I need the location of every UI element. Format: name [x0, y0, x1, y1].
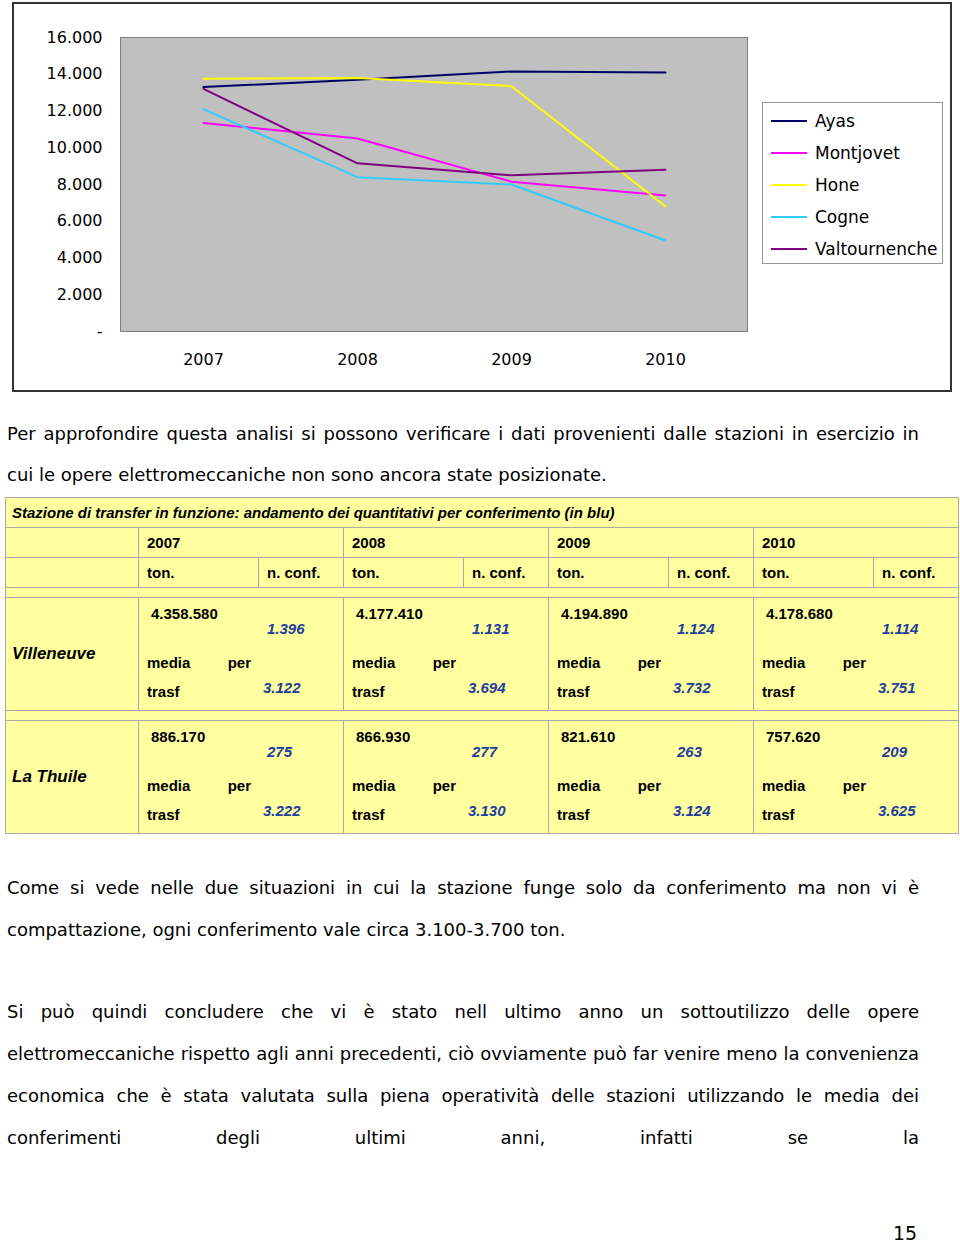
html-text:1.396: 1.396: [267, 620, 305, 637]
html-text:886.170: 886.170: [151, 728, 206, 745]
html-text:media per trasf: media per trasf: [147, 654, 251, 700]
svg-text:2010: 2010: [645, 350, 686, 369]
html-text:2008: 2008: [352, 534, 386, 551]
svg-text:12.000: 12.000: [47, 101, 103, 120]
svg-text:2007: 2007: [183, 350, 224, 369]
html-text:2007: 2007: [147, 534, 181, 551]
svg-text:2009: 2009: [491, 350, 532, 369]
html-text:n. conf.: n. conf.: [882, 564, 936, 581]
html-text:209: 209: [882, 743, 907, 760]
html-text:n. conf.: n. conf.: [472, 564, 526, 581]
html-text:4.194.890: 4.194.890: [561, 605, 628, 622]
html-text:Cogne: Cogne: [815, 207, 870, 227]
svg-text:10.000: 10.000: [47, 138, 103, 157]
html-text:Villeneuve: Villeneuve: [12, 644, 96, 663]
html-text:3.122: 3.122: [263, 679, 301, 696]
html-text:277: 277: [472, 743, 497, 760]
svg-text:14.000: 14.000: [47, 64, 103, 83]
html-text:866.930: 866.930: [356, 728, 411, 745]
html-text:Valtournenche: Valtournenche: [815, 239, 938, 259]
svg-text:-: -: [97, 322, 103, 341]
html-text:15: 15: [893, 1222, 918, 1244]
html-text:n. conf.: n. conf.: [267, 564, 321, 581]
html-text:Come si vede nelle due situazi: Come si vede nelle due situazioni in cui…: [7, 877, 919, 940]
html-text:Stazione di transfer in funzio: Stazione di transfer in funzione: andame…: [12, 504, 615, 521]
html-text:757.620: 757.620: [766, 728, 821, 745]
svg-text:2.000: 2.000: [57, 285, 103, 304]
html-text:1.114: 1.114: [882, 620, 919, 637]
html-text:Hone: Hone: [815, 175, 860, 195]
html-text:media per trasf: media per trasf: [557, 777, 661, 823]
svg-text:6.000: 6.000: [57, 211, 103, 230]
svg-text:8.000: 8.000: [57, 175, 103, 194]
html-text:3.130: 3.130: [468, 802, 506, 819]
html-text:2009: 2009: [557, 534, 591, 551]
svg-text:4.000: 4.000: [57, 248, 103, 267]
html-text:1.124: 1.124: [677, 620, 715, 637]
html-text:263: 263: [677, 743, 702, 760]
html-text:media per trasf: media per trasf: [352, 777, 456, 823]
html-text:n. conf.: n. conf.: [677, 564, 731, 581]
html-text:media per trasf: media per trasf: [147, 777, 251, 823]
html-text:La Thuile: La Thuile: [12, 767, 87, 786]
html-text:3.732: 3.732: [673, 679, 711, 696]
html-text:Si può quindi concludere che v: Si può quindi concludere che vi è stato …: [7, 1001, 919, 1148]
html-text:media per trasf: media per trasf: [352, 654, 456, 700]
html-text:ton.: ton.: [352, 564, 380, 581]
html-text:Montjovet: Montjovet: [815, 143, 900, 163]
html-text:1.131: 1.131: [472, 620, 510, 637]
html-text:3.124: 3.124: [673, 802, 711, 819]
html-text:ton.: ton.: [762, 564, 790, 581]
html-text:2010: 2010: [762, 534, 796, 551]
html-text:ton.: ton.: [557, 564, 585, 581]
html-text:3.694: 3.694: [468, 679, 506, 696]
html-text:3.625: 3.625: [878, 802, 916, 819]
html-text:media per trasf: media per trasf: [762, 654, 866, 700]
html-text:4.178.680: 4.178.680: [766, 605, 833, 622]
html-text:media per trasf: media per trasf: [557, 654, 661, 700]
html-text:275: 275: [267, 743, 292, 760]
html-text:media per trasf: media per trasf: [762, 777, 866, 823]
html-text:4.177.410: 4.177.410: [356, 605, 423, 622]
html-text:Per approfondire questa analis: Per approfondire questa analisi si posso…: [7, 423, 919, 485]
html-text:ton.: ton.: [147, 564, 175, 581]
svg-text:16.000: 16.000: [47, 28, 103, 47]
html-text:3.751: 3.751: [878, 679, 916, 696]
html-text:4.358.580: 4.358.580: [151, 605, 218, 622]
html-text:Ayas: Ayas: [815, 111, 855, 131]
html-text:3.222: 3.222: [263, 802, 301, 819]
svg-text:2008: 2008: [337, 350, 378, 369]
html-text:821.610: 821.610: [561, 728, 616, 745]
